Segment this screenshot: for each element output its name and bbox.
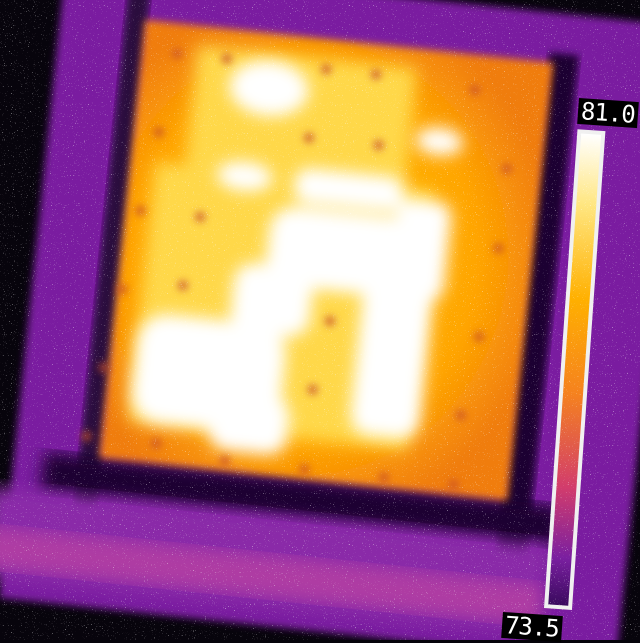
scale-max-label: 81.0 (577, 97, 639, 129)
scale-min-label: 73.5 (501, 611, 563, 643)
